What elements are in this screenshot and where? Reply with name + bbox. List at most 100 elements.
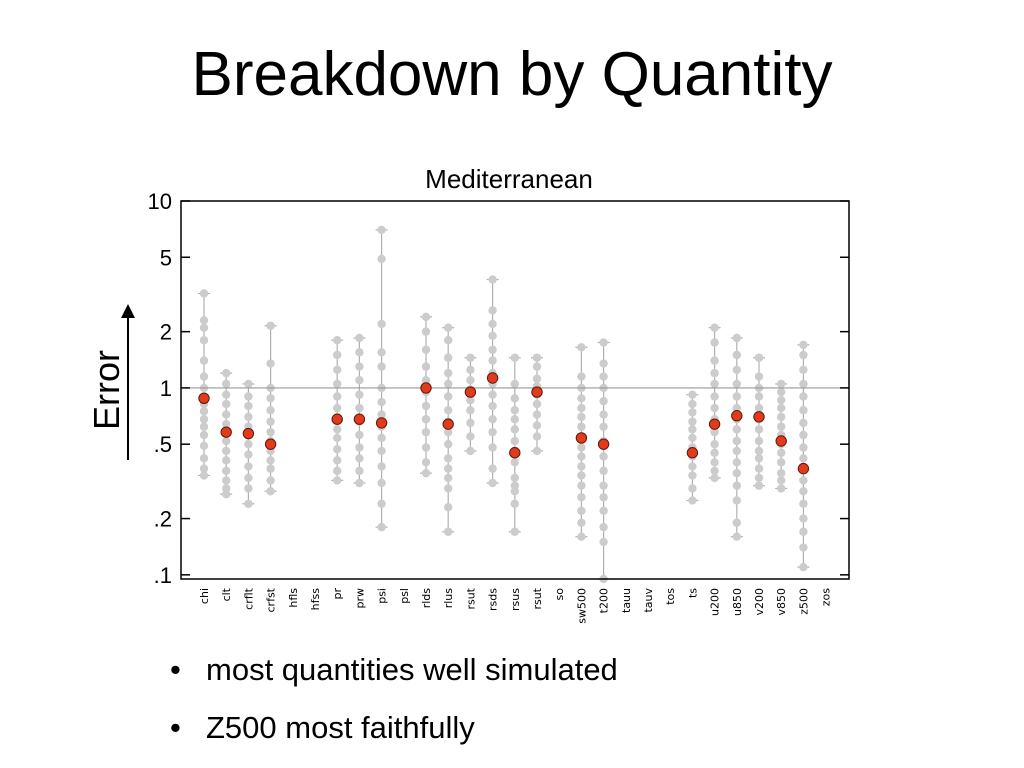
ensemble-point [444,427,453,437]
ensemble-point [222,466,231,476]
ensemble-point [244,401,253,411]
ensemble-point [688,408,697,417]
ensemble-point [799,454,808,463]
ensemble-point [777,403,786,413]
ensemble-point [577,462,586,471]
bullet-text: most quantities well simulated [206,652,618,687]
x-tick-label: sw500 [575,588,588,624]
ensemble-point [222,436,231,446]
ensemble-point [222,484,231,493]
ensemble-point [688,390,697,399]
highlight-point [420,382,432,394]
ensemble-point [510,415,519,424]
ensemble-point [266,394,275,403]
ensemble-point [777,412,786,422]
ensemble-point [244,473,253,483]
ensemble-point [799,543,808,552]
ensemble-point [510,527,519,536]
ensemble-point [732,350,741,360]
ensemble-point [199,464,209,473]
ensemble-point [777,468,786,478]
ensemble-point [377,478,386,488]
ensemble-point [444,439,453,449]
ensemble-point [732,496,741,505]
highlight-point [198,392,210,404]
ensemble-point [199,471,209,480]
highlight-point [264,438,277,450]
ensemble-point [421,362,431,371]
ensemble-point [421,427,431,437]
ensemble-point [199,430,209,440]
ensemble-point [688,417,697,426]
ensemble-point [599,452,608,461]
ensemble-point [488,319,497,329]
ensemble-point [688,399,697,409]
ensemble-point [599,537,608,547]
ensemble-point [599,359,608,368]
ensemble-point [777,387,786,397]
ensemble-point [377,397,386,407]
ensemble-point [222,368,231,378]
ensemble-point [799,365,808,375]
ensemble-point [754,473,764,483]
ensemble-point [510,394,519,403]
ensemble-point [244,439,253,449]
x-tick-label: tos [664,588,677,605]
ensemble-point [222,390,231,399]
ensemble-point [266,321,275,330]
ensemble-point [444,368,453,378]
y-tick-label: .5 [154,432,172,457]
ensemble-point [577,372,586,381]
ensemble-point [444,405,453,415]
ensemble-point [355,403,364,413]
ensemble-point [510,405,519,415]
ensemble-point [599,522,608,532]
highlight-point [797,462,810,475]
x-tick-label: rsut [531,587,544,609]
highlight-point [464,386,477,398]
ensemble-point [377,499,386,508]
highlight-point [242,427,255,440]
ensemble-point [710,338,719,347]
x-tick-label: hfls [287,588,300,608]
ensemble-point [577,471,586,480]
slide-title: Breakdown by Quantity [191,40,833,109]
ensemble-point [799,443,808,452]
ensemble-point [377,410,386,419]
ensemble-point [377,433,386,443]
x-tick-label: psi [376,588,389,604]
ensemble-point [244,462,253,471]
bullet-item: • most quantities well simulated [170,648,618,706]
ensemble-point [355,375,364,385]
ensemble-point [732,468,741,478]
ensemble-point [421,468,431,478]
highlight-points [198,372,810,475]
ensemble-point [488,464,497,473]
ensemble-point [333,466,342,476]
ensemble-point [355,430,364,440]
ensemble-point [710,368,719,378]
highlight-point [486,372,499,384]
ensemble-point [732,436,741,446]
y-axis-label: Error [86,350,127,430]
ensemble-point [488,443,497,452]
ensemble-point [710,392,719,401]
ensemble-point [732,481,741,490]
x-tick-label: tauu [620,588,633,613]
ensemble-point [333,379,342,389]
ensemble-point [599,372,608,381]
ensemble-point [222,476,231,485]
ensemble-points [198,225,810,584]
ensemble-point [199,323,209,332]
ensemble-point [599,410,608,419]
ensemble-point [333,403,342,413]
ensemble-point [222,410,231,419]
y-tick-label: .2 [154,507,172,532]
ensemble-point [444,323,453,332]
x-tick-label: zos [820,588,833,607]
ensemble-point [333,365,342,375]
ensemble-point [710,439,719,449]
ensemble-point [532,374,542,383]
ensemble-point [799,392,808,401]
ensemble-point [710,427,719,437]
